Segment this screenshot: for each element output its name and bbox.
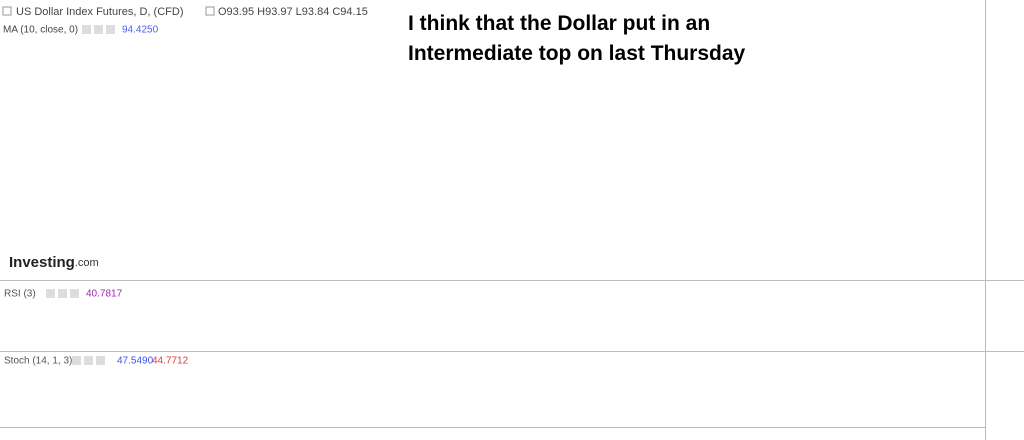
hide-icon[interactable] [94,25,103,34]
eye-icon[interactable] [205,6,215,16]
annotation-line: Intermediate top on last Thursday [408,42,746,65]
hide-icon[interactable] [58,289,67,298]
chart-title: US Dollar Index Futures, D, (CFD) [16,6,183,18]
logo-main: Investing [9,254,75,271]
ohlc-label: O93.95 H93.97 L93.84 C94.15 [218,6,368,18]
collapse-icon[interactable] [2,6,12,16]
labels: US Dollar Index Futures, D, (CFD) O93.95… [2,6,746,367]
close-icon[interactable] [70,289,79,298]
ma-label: MA (10, close, 0) [3,25,78,36]
logo-suffix: .com [75,257,99,269]
settings-icon[interactable] [46,289,55,298]
hide-icon[interactable] [84,356,93,365]
close-icon[interactable] [106,25,115,34]
stoch-k-value: 47.5490 [117,356,154,367]
ma-value: 94.4250 [122,25,159,36]
rsi-title: RSI (3) [4,289,36,300]
logo: Investing.com [9,254,99,271]
stoch-title: Stoch (14, 1, 3) [4,356,72,367]
stoch-d-value: 44.7712 [152,356,189,367]
close-icon[interactable] [96,356,105,365]
settings-icon[interactable] [72,356,81,365]
settings-icon[interactable] [82,25,91,34]
annotation-line: I think that the Dollar put in an [408,12,710,35]
rsi-value: 40.7817 [86,289,123,300]
